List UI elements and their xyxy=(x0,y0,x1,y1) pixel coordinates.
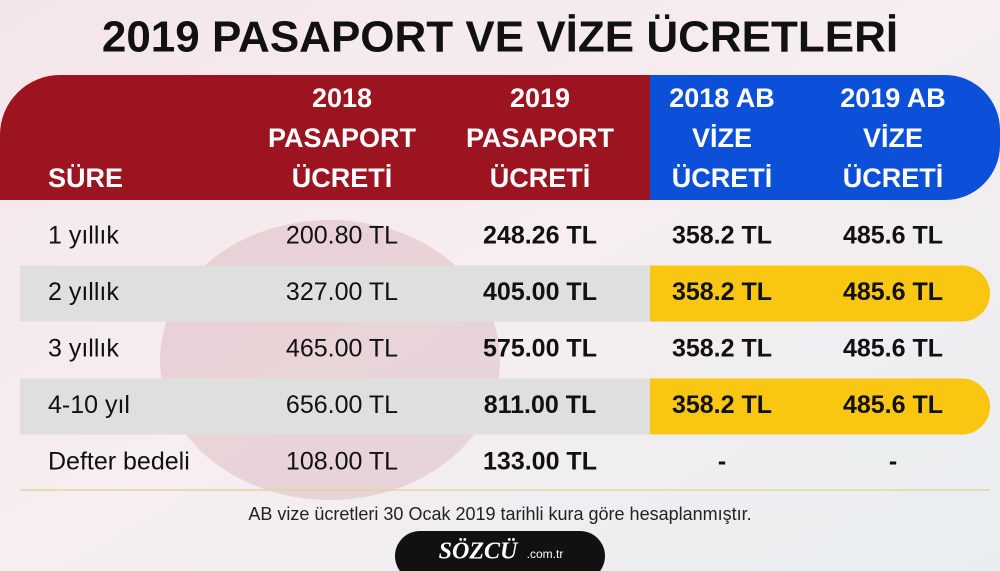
column-header: 2019 AB xyxy=(840,83,946,113)
row-band xyxy=(20,265,650,322)
cell: 811.00 TL xyxy=(484,391,597,419)
cell: 358.2 TL xyxy=(672,391,772,419)
cell: 405.00 TL xyxy=(483,278,597,306)
column-header: PASAPORT xyxy=(466,123,615,153)
cell: 485.6 TL xyxy=(843,391,943,419)
row-highlight xyxy=(650,378,990,435)
row-label: 4-10 yıl xyxy=(48,391,130,419)
column-header: ÜCRETİ xyxy=(490,163,591,193)
row-label: 3 yıllık xyxy=(48,335,119,363)
row-highlight xyxy=(650,265,990,322)
row-label: 2 yıllık xyxy=(48,278,119,306)
row-label: 1 yıllık xyxy=(48,222,119,250)
cell: 358.2 TL xyxy=(672,222,772,250)
cell: 358.2 TL xyxy=(672,335,772,363)
footnote: AB vize ücretleri 30 Ocak 2019 tarihli k… xyxy=(248,504,751,524)
column-header: ÜCRETİ xyxy=(292,163,393,193)
column-header: VİZE xyxy=(863,123,923,153)
cell: - xyxy=(889,448,897,476)
column-header: VİZE xyxy=(692,123,752,153)
column-header: 2018 xyxy=(312,83,372,113)
column-header: SÜRE xyxy=(48,163,123,193)
cell: 327.00 TL xyxy=(286,278,398,306)
cell: 465.00 TL xyxy=(286,335,398,363)
table: SÜRE 2018 PASAPORT ÜCRETİ 2019 PASAPORT ÜCRETİ… xyxy=(20,83,990,476)
cell: 248.26 TL xyxy=(483,222,597,250)
cell: - xyxy=(718,448,726,476)
cell: 485.6 TL xyxy=(843,278,943,306)
row-band xyxy=(20,378,650,435)
header-red xyxy=(0,75,650,200)
column-header: PASAPORT xyxy=(268,123,417,153)
cell: 485.6 TL xyxy=(843,222,943,250)
logo-domain: .com.tr xyxy=(527,547,564,561)
cell: 575.00 TL xyxy=(483,335,597,363)
column-header: 2019 xyxy=(510,83,570,113)
header-blue xyxy=(650,75,1000,200)
column-header: ÜCRETİ xyxy=(672,163,773,193)
cell: 485.6 TL xyxy=(843,335,943,363)
column-header: ÜCRETİ xyxy=(843,163,944,193)
title: 2019 PASAPORT VE VİZE ÜCRETLERİ xyxy=(102,13,898,62)
logo-pill xyxy=(395,531,605,571)
row-label: Defter bedeli xyxy=(48,448,190,476)
column-header: 2018 AB xyxy=(669,83,775,113)
cell: 656.00 TL xyxy=(286,391,398,419)
cell: 200.80 TL xyxy=(286,222,398,250)
cell: 358.2 TL xyxy=(672,278,772,306)
cell: 108.00 TL xyxy=(286,448,398,476)
logo-name: SÖZCÜ xyxy=(439,539,519,565)
cell: 133.00 TL xyxy=(483,448,597,476)
